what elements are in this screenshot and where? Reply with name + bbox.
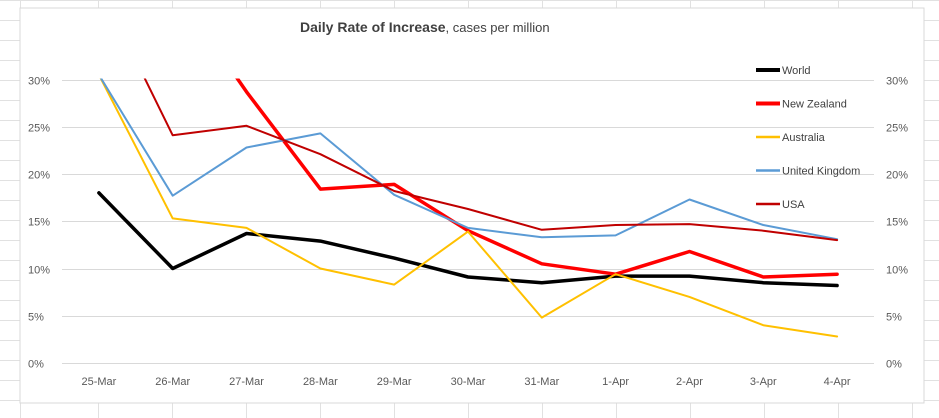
- chart-frame[interactable]: [19, 7, 925, 404]
- legend-label-australia: Australia: [782, 132, 826, 144]
- x-tick-6: 31-Mar: [524, 376, 559, 388]
- y-tick-left-3: 15%: [28, 217, 50, 229]
- x-tick-10: 4-Apr: [824, 376, 851, 388]
- x-tick-1: 26-Mar: [155, 376, 190, 388]
- y-tick-right-1: 5%: [886, 312, 902, 324]
- y-tick-left-6: 30%: [28, 76, 50, 88]
- legend-label-new-zealand: New Zealand: [782, 99, 847, 111]
- y-tick-left-5: 25%: [28, 123, 50, 135]
- x-tick-2: 27-Mar: [229, 376, 264, 388]
- x-tick-5: 30-Mar: [451, 376, 486, 388]
- y-tick-left-2: 10%: [28, 265, 50, 277]
- y-tick-right-3: 15%: [886, 217, 908, 229]
- y-tick-left-0: 0%: [28, 359, 44, 371]
- legend-label-world: World: [782, 65, 811, 77]
- y-tick-right-2: 10%: [886, 265, 908, 277]
- series-line-usa[interactable]: [99, 0, 839, 242]
- series-line-world[interactable]: [97, 191, 839, 288]
- legend-label-united-kingdom: United Kingdom: [782, 166, 860, 178]
- y-tick-right-0: 0%: [886, 359, 902, 371]
- legend-label-usa: USA: [782, 199, 805, 211]
- y-axis-right: 0% 5% 10% 15% 20% 25% 30%: [886, 76, 908, 371]
- chart-title: Daily Rate of Increase, cases per millio…: [300, 19, 550, 35]
- x-tick-7: 1-Apr: [602, 376, 629, 388]
- x-tick-9: 3-Apr: [750, 376, 777, 388]
- y-tick-right-4: 20%: [886, 170, 908, 182]
- chart-title-main: Daily Rate of Increase: [300, 19, 446, 35]
- x-tick-4: 29-Mar: [377, 376, 412, 388]
- y-tick-left-4: 20%: [28, 170, 50, 182]
- y-axis-left: 0% 5% 10% 15% 20% 25% 30%: [28, 76, 50, 371]
- y-tick-right-6: 30%: [886, 76, 908, 88]
- y-tick-left-1: 5%: [28, 312, 44, 324]
- series-line-australia[interactable]: [99, 75, 839, 338]
- series-group: [97, 0, 839, 338]
- x-tick-0: 25-Mar: [81, 376, 116, 388]
- series-line-united-kingdom[interactable]: [99, 75, 839, 241]
- x-tick-3: 28-Mar: [303, 376, 338, 388]
- x-axis: 25-Mar 26-Mar 27-Mar 28-Mar 29-Mar 30-Mar 31-M…: [81, 376, 850, 388]
- chart-subtitle: , cases per million: [446, 20, 550, 35]
- x-tick-8: 2-Apr: [676, 376, 703, 388]
- y-tick-right-5: 25%: [886, 123, 908, 135]
- legend: World New Zealand Australia United Kingdom U…: [756, 65, 860, 211]
